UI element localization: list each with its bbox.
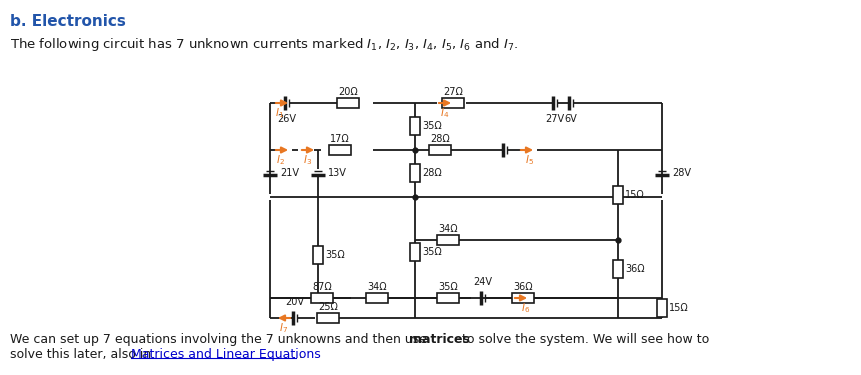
Bar: [410, 243, 420, 261]
Bar: [317, 313, 339, 323]
Bar: [437, 235, 459, 245]
Text: 35Ω: 35Ω: [325, 250, 344, 260]
Text: 34Ω: 34Ω: [367, 282, 387, 292]
Bar: [410, 164, 420, 182]
Text: 35Ω: 35Ω: [422, 247, 442, 257]
Text: $I_5$: $I_5$: [524, 153, 534, 167]
Bar: [613, 186, 623, 204]
Text: 15Ω: 15Ω: [625, 190, 645, 200]
Bar: [442, 98, 464, 108]
Text: 28Ω: 28Ω: [430, 134, 450, 144]
Text: 35Ω: 35Ω: [438, 282, 458, 292]
Text: 6V: 6V: [565, 114, 578, 124]
Text: 27V: 27V: [545, 114, 565, 124]
Bar: [311, 293, 333, 303]
Text: solve this later, also in: solve this later, also in: [10, 348, 155, 361]
Bar: [512, 293, 534, 303]
Text: 20Ω: 20Ω: [338, 87, 358, 97]
Text: to solve the system. We will see how to: to solve the system. We will see how to: [458, 333, 709, 346]
Text: 27Ω: 27Ω: [443, 87, 463, 97]
Text: 15Ω: 15Ω: [669, 303, 689, 313]
Text: 28V: 28V: [672, 168, 691, 178]
Text: 36Ω: 36Ω: [625, 264, 645, 274]
Bar: [337, 98, 359, 108]
Text: $I_2$: $I_2$: [276, 153, 284, 167]
Text: 13V: 13V: [328, 168, 347, 178]
Text: We can set up 7 equations involving the 7 unknowns and then use: We can set up 7 equations involving the …: [10, 333, 431, 346]
Text: 20V: 20V: [286, 297, 305, 307]
Text: 35Ω: 35Ω: [422, 121, 442, 131]
Text: 28Ω: 28Ω: [422, 168, 442, 178]
Text: $I_6$: $I_6$: [522, 301, 530, 315]
Text: $I_7$: $I_7$: [280, 321, 288, 335]
Text: The following circuit has 7 unknown currents marked $I_1$, $I_2$, $I_3$, $I_4$, : The following circuit has 7 unknown curr…: [10, 36, 518, 53]
Bar: [313, 246, 323, 264]
Text: 36Ω: 36Ω: [513, 282, 533, 292]
Text: Matrices and Linear Equations: Matrices and Linear Equations: [131, 348, 321, 361]
Bar: [437, 293, 459, 303]
Bar: [613, 260, 623, 278]
Text: .: .: [299, 348, 303, 361]
Text: 25Ω: 25Ω: [318, 302, 338, 312]
Text: $I_4$: $I_4$: [440, 106, 449, 120]
Text: $I_1$: $I_1$: [276, 106, 284, 120]
Text: matrices: matrices: [409, 333, 470, 346]
Text: b. Electronics: b. Electronics: [10, 14, 126, 29]
Bar: [410, 117, 420, 135]
Text: $I_3$: $I_3$: [303, 153, 313, 167]
Text: 17Ω: 17Ω: [330, 134, 350, 144]
Bar: [657, 299, 667, 317]
Text: 26V: 26V: [277, 114, 296, 124]
Text: 21V: 21V: [280, 168, 299, 178]
Text: 87Ω: 87Ω: [313, 282, 331, 292]
Bar: [329, 145, 351, 155]
Text: 34Ω: 34Ω: [438, 224, 458, 234]
Text: 24V: 24V: [474, 277, 492, 287]
Bar: [429, 145, 451, 155]
Bar: [366, 293, 388, 303]
